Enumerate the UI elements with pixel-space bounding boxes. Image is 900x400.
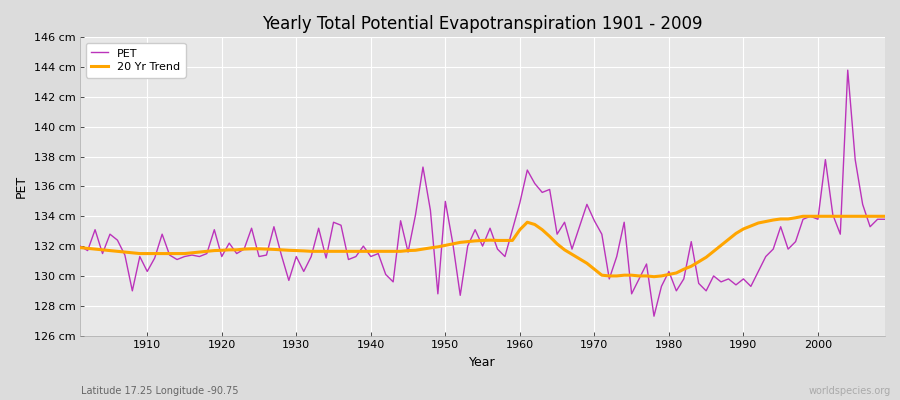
- PET: [604, 276, 615, 281]
- Text: worldspecies.org: worldspecies.org: [809, 386, 891, 396]
- Line: 20 Yr Trend: 20 Yr Trend: [80, 216, 885, 277]
- 20 Yr Trend: [604, 274, 615, 278]
- 20 Yr Trend: [75, 245, 86, 250]
- Legend: PET, 20 Yr Trend: PET, 20 Yr Trend: [86, 43, 185, 78]
- Text: Latitude 17.25 Longitude -90.75: Latitude 17.25 Longitude -90.75: [81, 386, 239, 396]
- 20 Yr Trend: [649, 274, 660, 279]
- PET: [298, 269, 309, 274]
- PET: [879, 217, 890, 222]
- 20 Yr Trend: [134, 251, 145, 256]
- Line: PET: PET: [80, 70, 885, 316]
- 20 Yr Trend: [879, 214, 890, 219]
- Title: Yearly Total Potential Evapotranspiration 1901 - 2009: Yearly Total Potential Evapotranspiratio…: [262, 15, 703, 33]
- PET: [515, 200, 526, 205]
- PET: [75, 244, 86, 248]
- 20 Yr Trend: [343, 249, 354, 254]
- PET: [842, 68, 853, 72]
- PET: [649, 314, 660, 318]
- Y-axis label: PET: PET: [15, 175, 28, 198]
- X-axis label: Year: Year: [469, 356, 496, 369]
- 20 Yr Trend: [298, 248, 309, 253]
- 20 Yr Trend: [507, 238, 517, 243]
- 20 Yr Trend: [797, 214, 808, 219]
- PET: [343, 257, 354, 262]
- 20 Yr Trend: [515, 227, 526, 232]
- PET: [507, 227, 517, 232]
- PET: [134, 254, 145, 259]
